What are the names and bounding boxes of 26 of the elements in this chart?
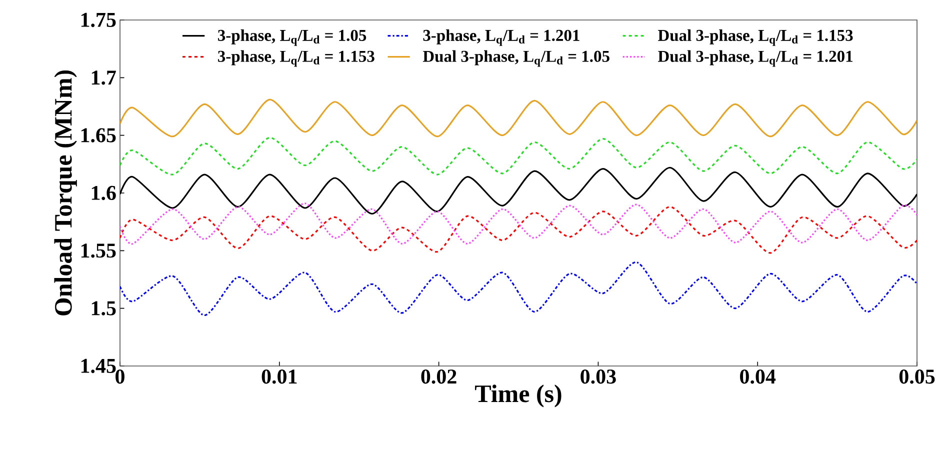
line-series bbox=[120, 261, 918, 316]
legend-label: Dual 3-phase, L$_{q}$/L$_{d}$ = 1.05 bbox=[422, 50, 610, 67]
line-series bbox=[120, 98, 918, 138]
x-tick-label: 0.04 bbox=[740, 370, 776, 384]
y-tick-label: 1.55 bbox=[81, 244, 116, 258]
y-tick-label: 1.45 bbox=[81, 358, 116, 374]
x-tick-label: 0.01 bbox=[262, 370, 297, 384]
x-axis-title: Time (s) bbox=[475, 384, 562, 408]
legend-label: Dual 3-phase, L$_{q}$/L$_{d}$ = 1.153 bbox=[658, 29, 853, 46]
x-tick-label: 0 bbox=[116, 370, 124, 384]
y-tick-label: 1.6 bbox=[92, 186, 116, 200]
y-axis-title: Onload Torque (MNm) bbox=[54, 70, 77, 316]
x-tick-label: 0.02 bbox=[421, 370, 456, 384]
legend-label: 3-phase, L$_{q}$/L$_{d}$ = 1.05 bbox=[218, 29, 366, 46]
line-series bbox=[120, 206, 918, 254]
legend-label: 3-phase, L$_{q}$/L$_{d}$ = 1.201 bbox=[423, 29, 580, 46]
line-series bbox=[120, 202, 918, 245]
y-tick-label: 1.5 bbox=[92, 301, 116, 316]
legend-label: Dual 3-phase, L$_{q}$/L$_{d}$ = 1.201 bbox=[658, 50, 852, 67]
x-tick-label: 0.03 bbox=[580, 370, 616, 384]
y-tick-label: 1.7 bbox=[92, 70, 116, 85]
legend-label: 3-phase, L$_{q}$/L$_{d}$ = 1.153 bbox=[218, 50, 374, 67]
line-series bbox=[120, 136, 918, 176]
y-tick-label: 1.75 bbox=[81, 12, 116, 28]
x-tick-label: 0.05 bbox=[899, 370, 935, 384]
y-tick-label: 1.65 bbox=[81, 128, 116, 142]
